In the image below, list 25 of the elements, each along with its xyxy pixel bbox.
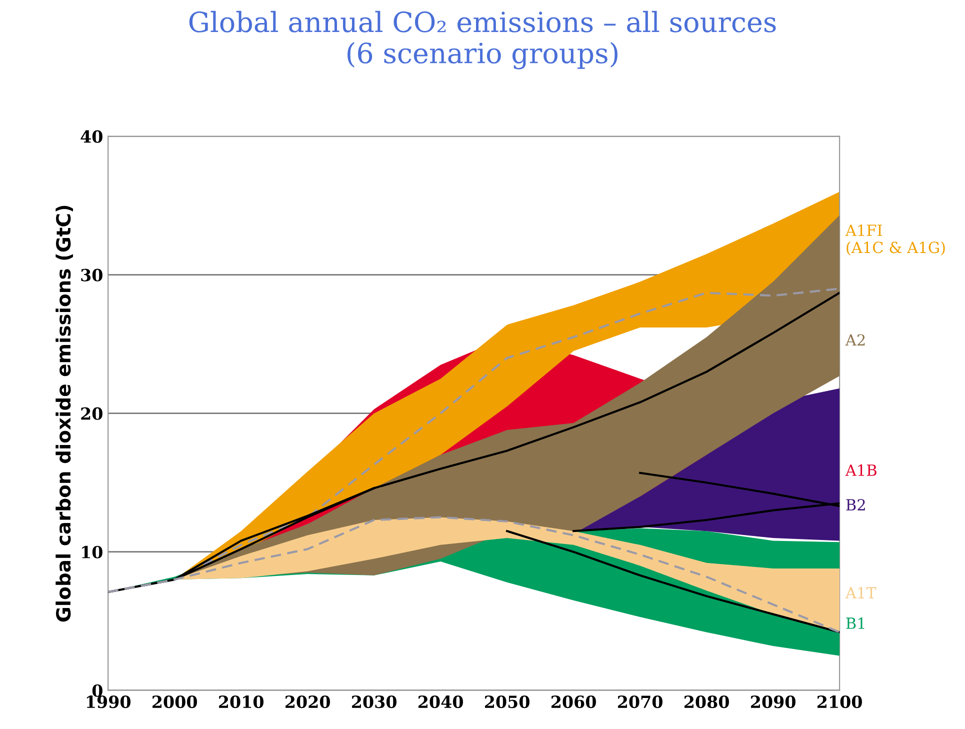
x-tick-label: 2100 (817, 696, 862, 708)
legend-label: B2 (846, 499, 865, 510)
x-tick-label: 2000 (152, 696, 197, 708)
x-tick-label: 2010 (218, 696, 264, 708)
x-tick-label: 2090 (750, 696, 796, 708)
y-tick-label: 20 (81, 407, 102, 420)
x-tick-label: 2050 (484, 696, 530, 708)
legend-label: A1T (845, 586, 876, 598)
x-tick-label: 2070 (618, 696, 662, 708)
y-tick-label: 10 (82, 546, 102, 558)
x-tick-label: 2040 (418, 696, 463, 708)
x-tick-label: 1990 (86, 696, 130, 708)
legend-label: B1 (846, 617, 864, 629)
y-tick-label: 30 (81, 268, 102, 282)
x-tick-label: 2020 (285, 696, 330, 708)
x-tick-label: 2030 (352, 696, 396, 708)
y-tick-label: 0 (92, 684, 102, 697)
y-axis-title: Global carbon dioxide emissions (GtC) (56, 206, 73, 622)
legend-label: A1FI (A1C & A1G) (845, 224, 945, 256)
legend-label: A2 (845, 334, 865, 346)
x-tick-label: 2080 (684, 696, 729, 708)
x-tick-label: 2060 (551, 696, 596, 708)
y-tick-label: 40 (80, 130, 102, 143)
legend-label: A1B (845, 464, 876, 476)
chart-title: Global annual CO₂ emissions – all sources (6 scenario groups) (189, 10, 776, 70)
